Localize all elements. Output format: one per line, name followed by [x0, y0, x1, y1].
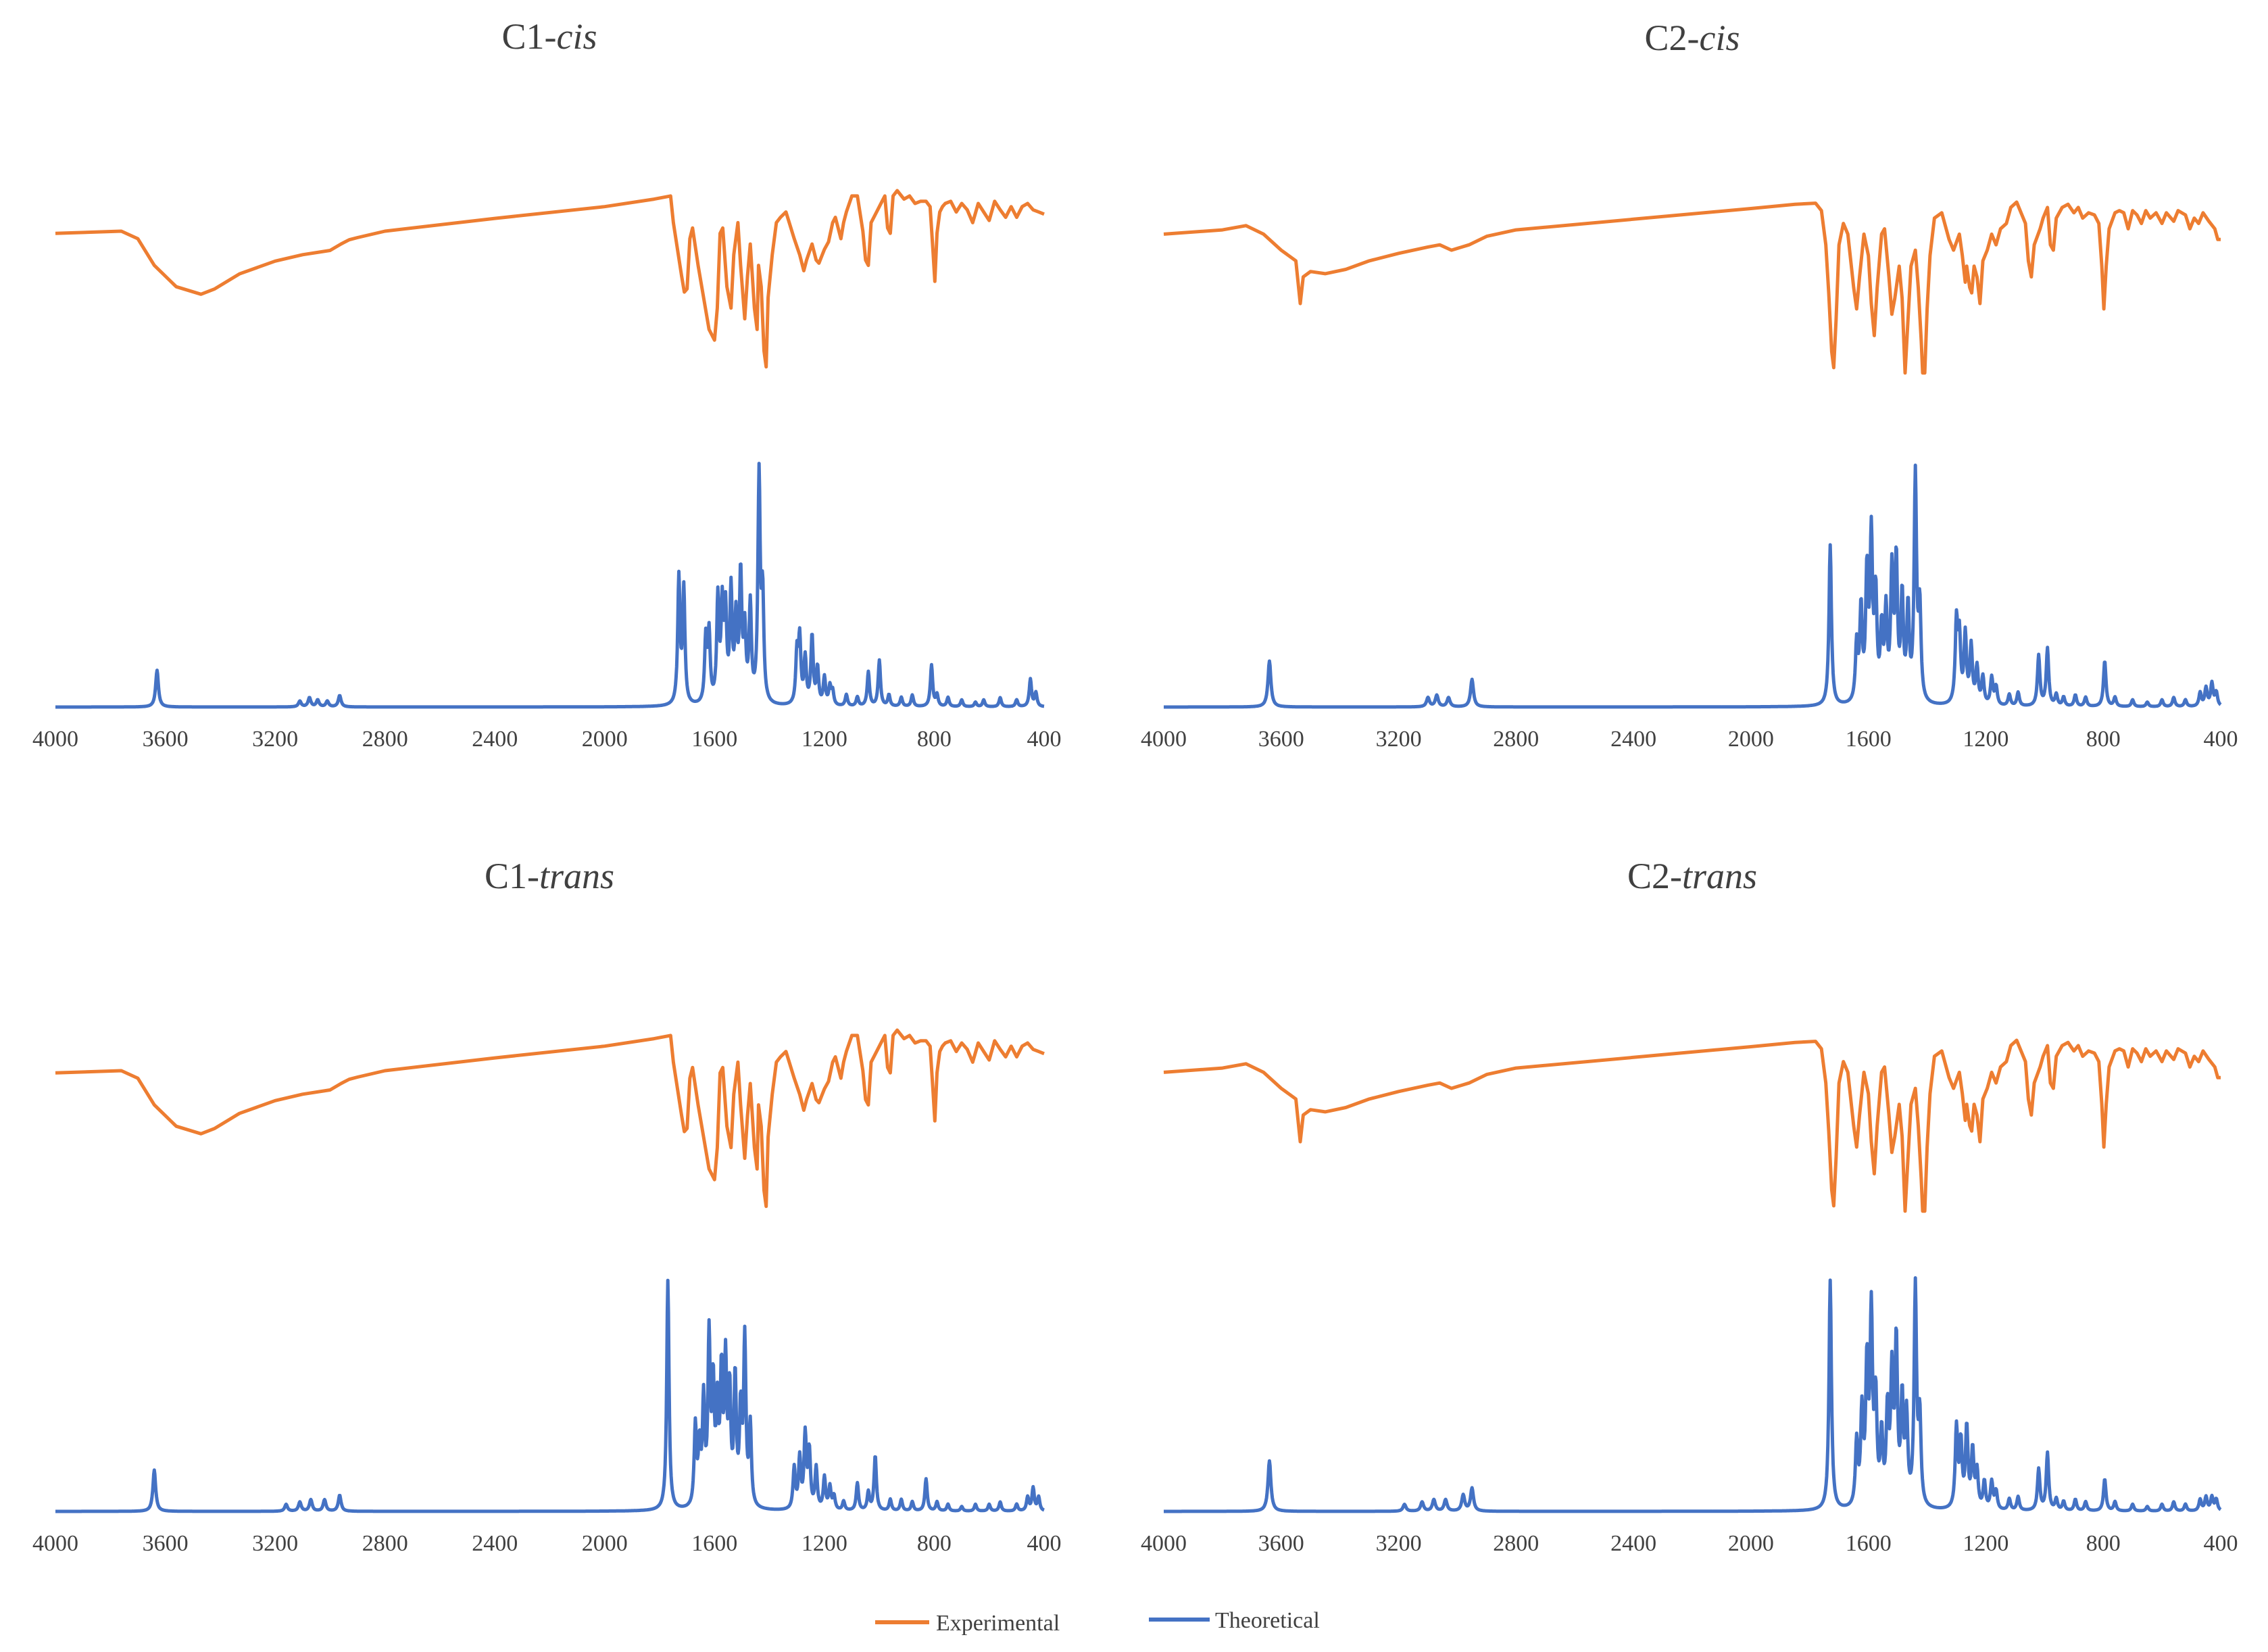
x-tick-label: 3600 [143, 1531, 189, 1556]
theoretical-spectrum-line [54, 462, 1045, 709]
x-tick-label: 1200 [1963, 727, 2008, 752]
x-tick-label: 1600 [1846, 727, 1892, 752]
x-tick-label: 2800 [1493, 727, 1539, 752]
x-tick-label: 800 [917, 1531, 952, 1556]
x-axis-tick-labels: 4000 3600 3200 2800 2400 2000 1600 1200 800 400 [32, 1531, 1062, 1556]
x-tick-label: 2000 [1728, 1531, 1774, 1556]
legend-label-experimental: Experimental [936, 1611, 1060, 1636]
x-tick-label: 1200 [802, 1531, 847, 1556]
x-tick-label: 3200 [1376, 1531, 1422, 1556]
x-axis-tick-labels: 4000 3600 3200 2800 2400 2000 1600 1200 800 400 [1141, 727, 2238, 752]
x-tick-label: 1600 [691, 1531, 737, 1556]
theoretical-spectrum-line [1162, 1276, 2222, 1513]
x-tick-label: 4000 [1141, 727, 1187, 752]
experimental-spectrum-line [1163, 1038, 2221, 1213]
x-tick-label: 4000 [1141, 1531, 1187, 1556]
x-tick-label: 400 [2204, 727, 2238, 752]
experimental-spectrum-line [55, 1028, 1045, 1209]
x-tick-label: 2400 [472, 1531, 518, 1556]
legend-label-theoretical: Theoretical [1215, 1608, 1320, 1633]
x-tick-label: 2800 [362, 727, 408, 752]
x-tick-label: 1200 [1963, 1531, 2008, 1556]
panel-title: C1-trans [485, 856, 614, 896]
experimental-spectrum-line [1163, 200, 2221, 375]
x-tick-label: 2000 [582, 1531, 628, 1556]
panel-c2-trans: C2-trans 4000 3600 3200 2800 2400 2000 1600 120… [1141, 856, 2238, 1556]
x-tick-label: 3200 [252, 727, 298, 752]
x-tick-label: 800 [2086, 727, 2121, 752]
x-tick-label: 2000 [1728, 727, 1774, 752]
x-tick-label: 2800 [1493, 1531, 1539, 1556]
x-tick-label: 1600 [1846, 1531, 1892, 1556]
x-tick-label: 3200 [1376, 727, 1422, 752]
x-tick-label: 3600 [1258, 727, 1304, 752]
panel-c1-cis: C1-cis 4000 3600 3200 2800 2400 2000 1600 1200 8… [32, 16, 1062, 752]
theoretical-spectrum-line [54, 1278, 1045, 1513]
x-tick-label: 2400 [472, 727, 518, 752]
x-tick-label: 1200 [802, 727, 847, 752]
panel-title: C1-cis [502, 16, 597, 57]
x-axis-tick-labels: 4000 3600 3200 2800 2400 2000 1600 1200 800 400 [32, 727, 1062, 752]
x-tick-label: 400 [1027, 727, 1062, 752]
x-tick-label: 2800 [362, 1531, 408, 1556]
panel-title: C2-cis [1645, 18, 1740, 58]
panel-title: C2-trans [1627, 856, 1757, 896]
x-tick-label: 2400 [1610, 727, 1656, 752]
x-tick-label: 800 [917, 727, 952, 752]
x-tick-label: 4000 [32, 1531, 78, 1556]
experimental-spectrum-line [55, 189, 1045, 369]
x-tick-label: 4000 [32, 727, 78, 752]
legend: Experimental Theoretical [875, 1608, 1320, 1636]
x-tick-label: 400 [2204, 1531, 2238, 1556]
x-tick-label: 2000 [582, 727, 628, 752]
theoretical-spectrum-line [1162, 463, 2222, 709]
x-tick-label: 2400 [1610, 1531, 1656, 1556]
x-axis-tick-labels: 4000 3600 3200 2800 2400 2000 1600 1200 800 400 [1141, 1531, 2238, 1556]
x-tick-label: 3200 [252, 1531, 298, 1556]
panel-c1-trans: C1-trans 4000 3600 3200 2800 2400 2000 1600 120… [32, 856, 1062, 1556]
x-tick-label: 800 [2086, 1531, 2121, 1556]
x-tick-label: 3600 [1258, 1531, 1304, 1556]
x-tick-label: 3600 [143, 727, 189, 752]
x-tick-label: 1600 [691, 727, 737, 752]
panel-c2-cis: C2-cis 4000 3600 3200 2800 2400 2000 1600 1200 8… [1141, 18, 2238, 752]
x-tick-label: 400 [1027, 1531, 1062, 1556]
